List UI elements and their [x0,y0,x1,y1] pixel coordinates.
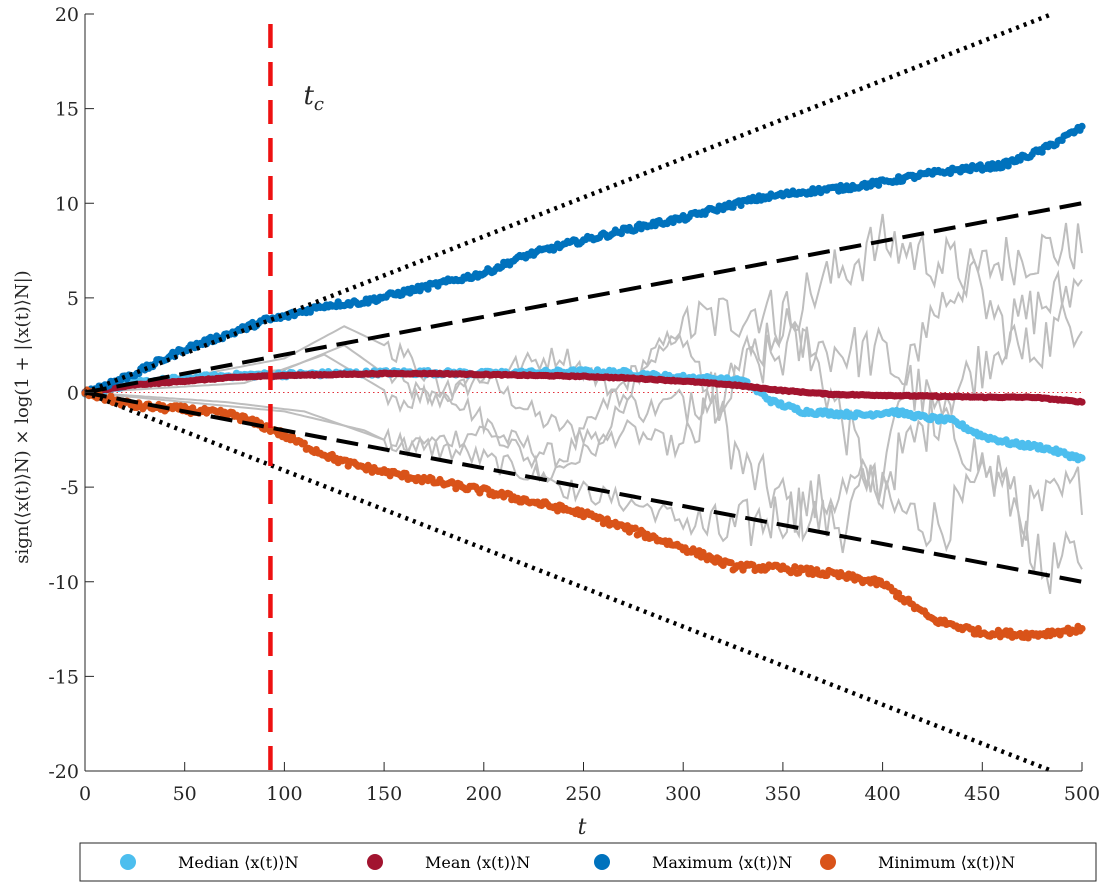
y-tick-label: -10 [48,572,79,594]
ticks: 0 50 100 150 200 250 300 350 400 450 50020151050-5… [48,4,1100,805]
trajectory-line-12 [84,213,1083,424]
series-3-point [791,563,799,571]
series-2-point [617,230,626,238]
x-tick-label: 500 [1064,783,1100,805]
legend-label-0: Median ⟨x(t)⟩N [178,853,299,872]
y-tick-label: 5 [67,288,79,310]
legend-label-3: Minimum ⟨x(t)⟩N [878,853,1015,872]
legend-box [79,842,1097,882]
legend-label-2: Maximum ⟨x(t)⟩N [652,853,792,872]
legend-marker-1 [367,854,383,870]
series-2 [81,122,1086,398]
series-3-point [300,439,308,447]
y-tick-label: 0 [67,383,79,405]
legend-marker-2 [594,854,610,870]
series-layer [81,11,1086,774]
series-0-point [1078,454,1086,462]
x-tick-label: 300 [665,783,701,805]
series-1 [81,369,1086,406]
legend-marker-0 [120,854,136,870]
x-tick-label: 100 [266,783,302,805]
series-3-point [895,589,903,597]
x-tick-label: 250 [565,783,601,805]
y-tick-label: 10 [55,193,79,215]
series-2-point [1078,122,1086,130]
y-axis-label: sign(⟨x(t)⟩N) × log(1 + |⟨x(t)⟩N|) [12,270,33,563]
series-1-point [1078,398,1086,406]
series-3-point [1078,625,1086,633]
x-tick-label: 350 [765,783,801,805]
series-3-point [631,524,639,532]
y-tick-label: -15 [48,666,79,688]
series-2-point [424,285,432,293]
legend-marker-3 [820,854,836,870]
x-tick-label: 0 [79,783,91,805]
trajectory-line-8 [84,222,1083,554]
legend-label-1: Mean ⟨x(t)⟩N [425,853,530,872]
x-axis-label: t [578,815,587,840]
trajectory-line-10 [84,269,1083,546]
x-tick-label: 150 [366,783,402,805]
y-tick-label: 20 [55,4,79,26]
series-3-point [974,625,982,633]
reference-line-7 [84,390,1083,584]
x-tick-label: 450 [964,783,1000,805]
reference-line-4 [84,11,1053,395]
reference-line-5 [84,390,1053,774]
series-2-point [998,163,1006,172]
y-tick-label: 15 [55,99,79,121]
series-3 [81,386,1086,642]
series-3-point [727,559,735,567]
trajectory-line-9 [84,289,1083,594]
legend: Median ⟨x(t)⟩N Mean ⟨x(t)⟩N Maximum ⟨x(t)⟩… [79,842,1097,882]
x-tick-label: 400 [864,783,900,805]
annotation: tc [268,24,324,771]
y-tick-label: -20 [48,761,79,783]
x-tick-label: 200 [466,783,502,805]
y-tick-label: -5 [60,477,79,499]
x-tick-label: 50 [173,783,197,805]
reference-line-6 [84,201,1083,395]
series-3-point [554,507,562,515]
critical-time-label: tc [303,81,324,115]
